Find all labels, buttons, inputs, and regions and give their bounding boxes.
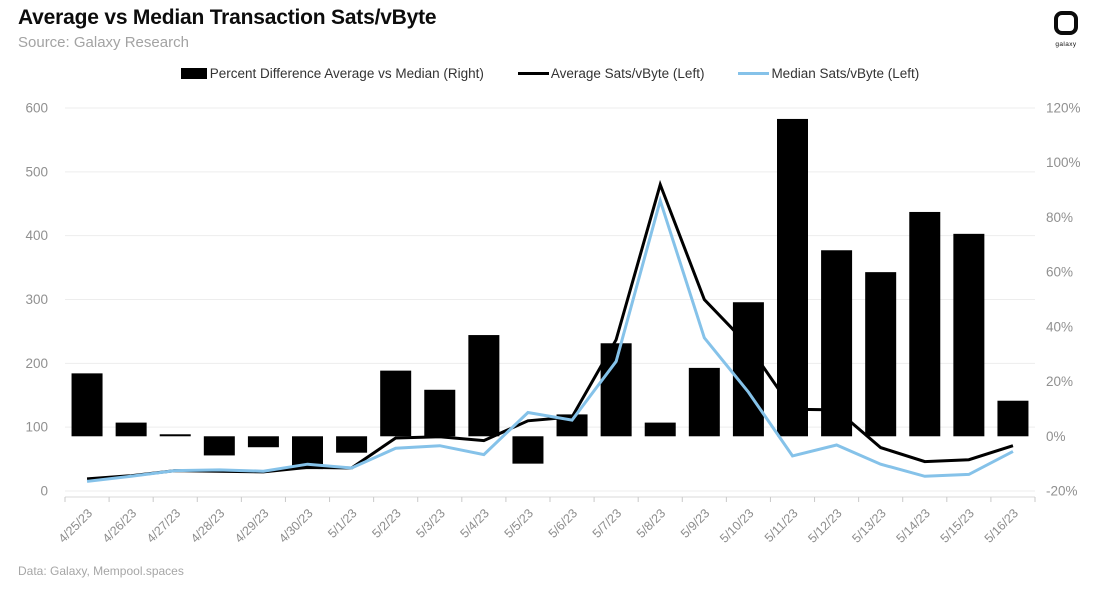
legend-item-median: Median Sats/vByte (Left) [738, 66, 919, 81]
x-axis [64, 496, 1036, 502]
left-axis-tick: 300 [25, 292, 48, 307]
date-label: 5/3/23 [413, 506, 448, 541]
bar [336, 436, 368, 453]
left-axis-tick: 0 [40, 484, 48, 499]
bar [424, 389, 456, 437]
bar [821, 250, 853, 437]
left-axis-tick: 200 [25, 356, 48, 371]
bar [512, 436, 544, 464]
left-axis-labels: 0 100 200 300 400 500 600 [25, 101, 48, 499]
bar [909, 211, 941, 437]
date-label: 4/28/23 [188, 506, 227, 545]
galaxy-logo: galaxy [1043, 11, 1089, 48]
bar [203, 436, 235, 456]
bars [71, 118, 1029, 470]
date-label: 5/7/23 [590, 506, 625, 541]
right-axis-tick: 60% [1046, 265, 1073, 280]
legend-item-percent-difference: Percent Difference Average vs Median (Ri… [180, 66, 484, 81]
bar [865, 272, 897, 437]
date-label: 5/1/23 [325, 506, 360, 541]
date-label: 5/2/23 [369, 506, 404, 541]
galaxy-logo-icon [1054, 11, 1078, 35]
bar [247, 436, 279, 448]
gridlines [65, 107, 1035, 492]
footer-note: Data: Galaxy, Mempool.spaces [18, 564, 184, 578]
left-axis-tick: 400 [25, 228, 48, 243]
date-label: 5/5/23 [502, 506, 537, 541]
right-axis-tick: 80% [1046, 210, 1073, 225]
date-label: 4/29/23 [232, 506, 271, 545]
date-label: 4/25/23 [56, 506, 95, 545]
right-axis-tick: 40% [1046, 319, 1073, 334]
bar-swatch-icon [180, 68, 207, 79]
date-label: 5/12/23 [805, 506, 844, 545]
right-axis-labels: -20% 0% 20% 40% 60% 80% 100% 120% [1046, 101, 1081, 499]
bar [115, 422, 147, 437]
right-axis-tick: 120% [1046, 101, 1081, 116]
legend: Percent Difference Average vs Median (Ri… [0, 66, 1100, 81]
left-axis-tick: 100 [25, 420, 48, 435]
date-label: 5/15/23 [938, 506, 977, 545]
date-label: 4/27/23 [144, 506, 183, 545]
galaxy-logo-text: galaxy [1055, 41, 1077, 48]
right-axis-tick: 100% [1046, 155, 1081, 170]
right-axis-tick: 0% [1046, 429, 1066, 444]
date-labels: 4/25/23 4/26/23 4/27/23 4/28/23 4/29/23 4/30/… [56, 506, 1021, 545]
chart-svg: 0 100 200 300 400 500 600 -20% 0% 20% 40% 60% 80% 100… [25, 101, 1081, 546]
line-swatch-icon [517, 71, 549, 76]
bar [688, 367, 720, 437]
median-line [86, 195, 1014, 483]
date-label: 5/9/23 [678, 506, 713, 541]
line-swatch-icon [738, 71, 770, 76]
date-label: 4/26/23 [100, 506, 139, 545]
date-label: 5/16/23 [982, 506, 1021, 545]
right-axis-tick: 20% [1046, 374, 1073, 389]
legend-label: Average Sats/vByte (Left) [550, 66, 705, 81]
left-axis-tick: 600 [25, 101, 48, 116]
date-label: 5/6/23 [546, 506, 581, 541]
bar [468, 335, 500, 437]
date-label: 5/13/23 [849, 506, 888, 545]
bar [71, 373, 103, 437]
date-label: 5/10/23 [717, 506, 756, 545]
date-label: 5/4/23 [458, 506, 493, 541]
date-label: 5/11/23 [762, 506, 801, 545]
right-axis-tick: -20% [1046, 484, 1078, 499]
bar [380, 370, 412, 437]
date-label: 5/8/23 [634, 506, 669, 541]
date-label: 4/30/23 [276, 506, 315, 545]
bar [644, 422, 676, 437]
legend-label: Median Sats/vByte (Left) [771, 66, 920, 81]
date-label: 5/14/23 [893, 506, 932, 545]
source-label: Source: Galaxy Research [18, 34, 189, 51]
bar [732, 302, 764, 437]
legend-label: Percent Difference Average vs Median (Ri… [209, 66, 484, 81]
bar [777, 118, 808, 437]
bar [997, 400, 1029, 437]
bar [953, 233, 985, 437]
left-axis-tick: 500 [25, 164, 48, 179]
page-title: Average vs Median Transaction Sats/vByte [18, 6, 437, 29]
bar [159, 434, 191, 437]
legend-item-average: Average Sats/vByte (Left) [517, 66, 705, 81]
